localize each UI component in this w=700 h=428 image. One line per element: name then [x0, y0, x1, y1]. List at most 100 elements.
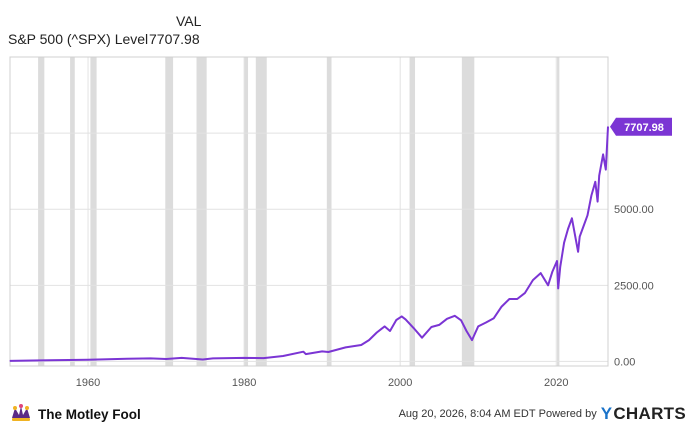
data-point	[607, 126, 609, 128]
data-point	[508, 298, 511, 300]
x-tick-label-2: 2000	[388, 377, 412, 389]
plot-area-border	[9, 56, 609, 367]
series-line-0	[9, 126, 609, 362]
data-point	[559, 266, 561, 268]
data-point	[563, 242, 565, 244]
recession-band-1	[70, 57, 75, 366]
recession-band-6	[255, 57, 267, 366]
data-point	[401, 315, 403, 317]
series-layer	[9, 126, 609, 362]
recession-band-4	[196, 57, 207, 366]
data-point	[282, 355, 284, 357]
data-point	[87, 359, 89, 361]
data-point	[376, 331, 378, 334]
data-point	[412, 327, 415, 329]
data-point	[430, 326, 433, 328]
data-point	[48, 359, 50, 361]
recession-band-0	[38, 57, 45, 366]
data-point	[149, 357, 152, 359]
data-point	[202, 358, 204, 361]
data-point	[582, 225, 585, 227]
recession-band-3	[165, 57, 174, 366]
data-point	[165, 358, 167, 360]
data-point	[302, 351, 305, 353]
data-point	[421, 337, 423, 339]
data-point	[590, 194, 592, 197]
gridlines	[10, 57, 608, 366]
ycharts-name: CHARTS	[613, 404, 686, 423]
legend-series-name: S&P 500 (^SPX) Level	[8, 31, 149, 47]
data-point	[551, 271, 553, 273]
data-point	[263, 357, 265, 359]
data-point	[485, 321, 487, 324]
recession-band-9	[461, 57, 475, 366]
data-point	[321, 350, 323, 352]
data-point	[602, 153, 604, 156]
x-tick-label-0: 1960	[76, 377, 100, 389]
data-point	[516, 298, 518, 300]
data-point	[567, 228, 569, 230]
data-point	[594, 181, 596, 183]
recession-band-8	[409, 57, 416, 366]
data-point	[547, 284, 549, 286]
recession-band-7	[326, 57, 332, 366]
ycharts-y: Y	[600, 404, 613, 423]
data-point	[395, 319, 397, 321]
recession-band-2	[90, 57, 97, 366]
badge-background	[610, 117, 672, 136]
data-point	[557, 287, 559, 289]
data-point	[368, 339, 370, 341]
data-point	[501, 306, 503, 308]
powered-by-label: Powered by	[538, 408, 597, 420]
recession-bands	[38, 57, 560, 366]
last-value-badge: 7707.98	[610, 117, 672, 136]
data-point	[556, 260, 558, 262]
data-point	[460, 319, 462, 321]
data-point	[446, 318, 448, 320]
legend-series-value: 7707.98	[149, 31, 200, 47]
data-point	[344, 346, 347, 349]
legend-column-header: VAL	[176, 13, 202, 29]
data-point	[454, 315, 456, 317]
timestamp: Aug 20, 2026, 8:04 AM EDT	[398, 408, 536, 420]
recession-band-10	[557, 57, 560, 366]
data-point	[597, 201, 599, 203]
data-point	[540, 272, 542, 274]
data-point	[605, 169, 607, 171]
data-point	[405, 318, 407, 321]
brand-name: The Motley Fool	[38, 406, 141, 422]
data-point	[571, 217, 573, 219]
data-point	[327, 351, 329, 353]
data-point	[577, 251, 579, 253]
jester-hat-icon	[12, 404, 30, 421]
badge-label: 7707.98	[624, 122, 664, 134]
line-chart: 1960 1980 2000 2020 0.00 2500.00 5000.00 7707.…	[9, 56, 672, 389]
chart-legend: VAL S&P 500 (^SPX) Level 7707.98	[0, 0, 260, 50]
data-point	[181, 357, 183, 359]
data-point	[438, 324, 440, 326]
data-point	[532, 279, 534, 281]
data-point	[360, 344, 362, 346]
motley-fool-brand[interactable]: The Motley Fool	[10, 402, 141, 426]
data-point	[524, 292, 526, 294]
data-point	[586, 214, 589, 216]
data-point	[579, 236, 581, 238]
x-tick-label-3: 2020	[544, 377, 568, 389]
y-tick-label-1: 2500.00	[614, 280, 654, 292]
recession-band-5	[244, 57, 249, 366]
data-point	[305, 353, 307, 355]
data-point	[126, 358, 128, 360]
y-tick-label-2: 5000.00	[614, 204, 654, 216]
data-point	[477, 325, 479, 328]
data-point	[212, 357, 214, 359]
data-point	[9, 360, 11, 362]
axis-labels: 1960 1980 2000 2020 0.00 2500.00 5000.00	[76, 204, 654, 389]
x-tick-label-1: 1980	[232, 377, 256, 389]
data-point	[471, 339, 473, 341]
data-point	[243, 357, 245, 359]
data-point	[389, 330, 391, 332]
ycharts-logo[interactable]: Y CHARTS	[601, 404, 686, 424]
data-point	[383, 325, 386, 328]
data-point	[465, 330, 468, 332]
data-point	[493, 317, 495, 319]
